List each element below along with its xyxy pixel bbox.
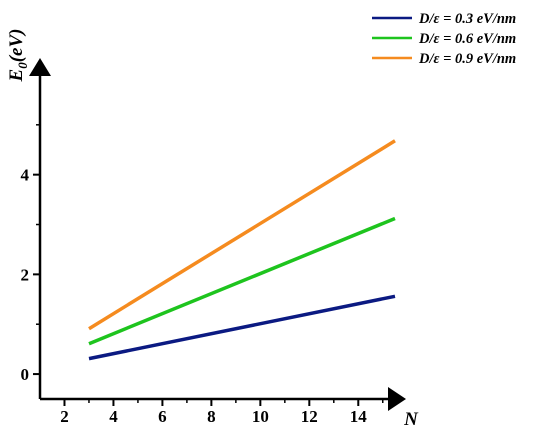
x-tick-label: 2 — [60, 407, 69, 426]
x-tick-label: 10 — [252, 407, 269, 426]
x-axis-label: N — [403, 409, 419, 430]
y-axis-label: E0(eV) — [6, 29, 30, 83]
series-line-3 — [88, 139, 396, 331]
y-tick-label: 0 — [21, 365, 30, 384]
x-tick-label: 4 — [109, 407, 118, 426]
series-line-2 — [88, 216, 396, 346]
x-tick-label: 12 — [301, 407, 318, 426]
y-tick-label: 2 — [21, 265, 30, 284]
series-group — [88, 139, 396, 361]
legend: D/ε = 0.3 eV/nm D/ε = 0.6 eV/nm D/ε = 0.9 … — [372, 11, 516, 67]
legend-label-1: D/ε = 0.3 eV/nm — [418, 11, 516, 27]
legend-label-3: D/ε = 0.9 eV/nm — [418, 51, 516, 67]
legend-label-2: D/ε = 0.6 eV/nm — [418, 31, 516, 47]
y-axis-label-unit: (eV) — [6, 29, 27, 63]
y-tick-label: 4 — [21, 166, 30, 185]
ticks: 2 4 6 8 10 12 14 0 2 4 — [21, 124, 384, 426]
x-tick-label: 8 — [207, 407, 216, 426]
y-axis-arrow — [29, 58, 51, 76]
y-axis-label-subscript: 0 — [15, 62, 30, 69]
x-tick-label: 14 — [350, 407, 368, 426]
axes — [29, 58, 406, 411]
x-tick-label: 6 — [158, 407, 167, 426]
x-axis-arrow — [388, 387, 406, 411]
series-line-1 — [88, 294, 396, 361]
y-axis-label-main: E — [6, 69, 27, 83]
